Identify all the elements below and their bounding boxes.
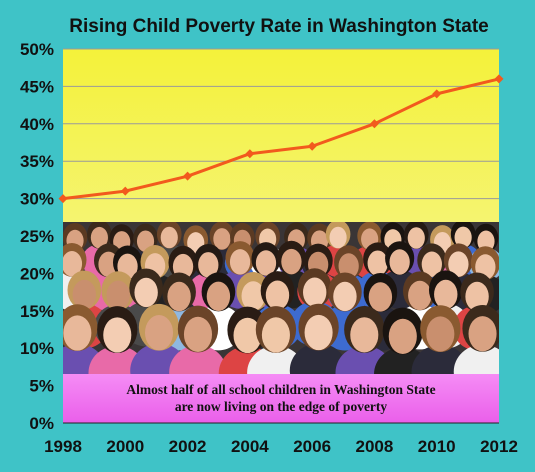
data-point bbox=[494, 74, 504, 84]
y-tick-label: 20% bbox=[20, 264, 54, 283]
x-tick-label: 2006 bbox=[293, 437, 331, 456]
y-tick-label: 45% bbox=[20, 77, 54, 96]
data-point bbox=[432, 89, 442, 99]
y-tick-label: 40% bbox=[20, 115, 54, 134]
caption-box: Almost half of all school children in Wa… bbox=[63, 374, 499, 423]
x-tick-label: 2008 bbox=[356, 437, 394, 456]
caption-line-2: are now living on the edge of poverty bbox=[175, 399, 388, 414]
caption-line-1: Almost half of all school children in Wa… bbox=[126, 382, 435, 397]
y-tick-label: 15% bbox=[20, 302, 54, 321]
x-tick-label: 2004 bbox=[231, 437, 269, 456]
y-tick-label: 0% bbox=[29, 414, 54, 433]
x-tick-label: 2000 bbox=[106, 437, 144, 456]
data-point bbox=[183, 171, 193, 181]
data-point bbox=[120, 186, 130, 196]
y-axis-ticks: 0% 5% 10% 15% 20% 25% 30% 35% 40% 45% 50% bbox=[20, 40, 54, 433]
x-tick-label: 2010 bbox=[418, 437, 456, 456]
series-line bbox=[62, 77, 500, 201]
x-tick-label: 1998 bbox=[44, 437, 82, 456]
y-tick-label: 30% bbox=[20, 190, 54, 209]
y-tick-label: 5% bbox=[29, 377, 54, 396]
x-axis-ticks: 1998 2000 2002 2004 2006 2008 2010 2012 bbox=[44, 437, 518, 456]
x-tick-label: 2002 bbox=[169, 437, 207, 456]
y-tick-label: 10% bbox=[20, 339, 54, 358]
data-point bbox=[369, 119, 379, 129]
series-poverty-rate bbox=[58, 74, 504, 204]
data-point bbox=[245, 149, 255, 159]
y-tick-label: 50% bbox=[20, 40, 54, 59]
y-tick-label: 25% bbox=[20, 227, 54, 246]
data-point bbox=[307, 141, 317, 151]
chart-title: Rising Child Poverty Rate in Washington … bbox=[69, 16, 488, 37]
photo bbox=[63, 222, 499, 374]
x-tick-label: 2012 bbox=[480, 437, 518, 456]
data-point bbox=[58, 194, 68, 204]
y-tick-label: 35% bbox=[20, 152, 54, 171]
